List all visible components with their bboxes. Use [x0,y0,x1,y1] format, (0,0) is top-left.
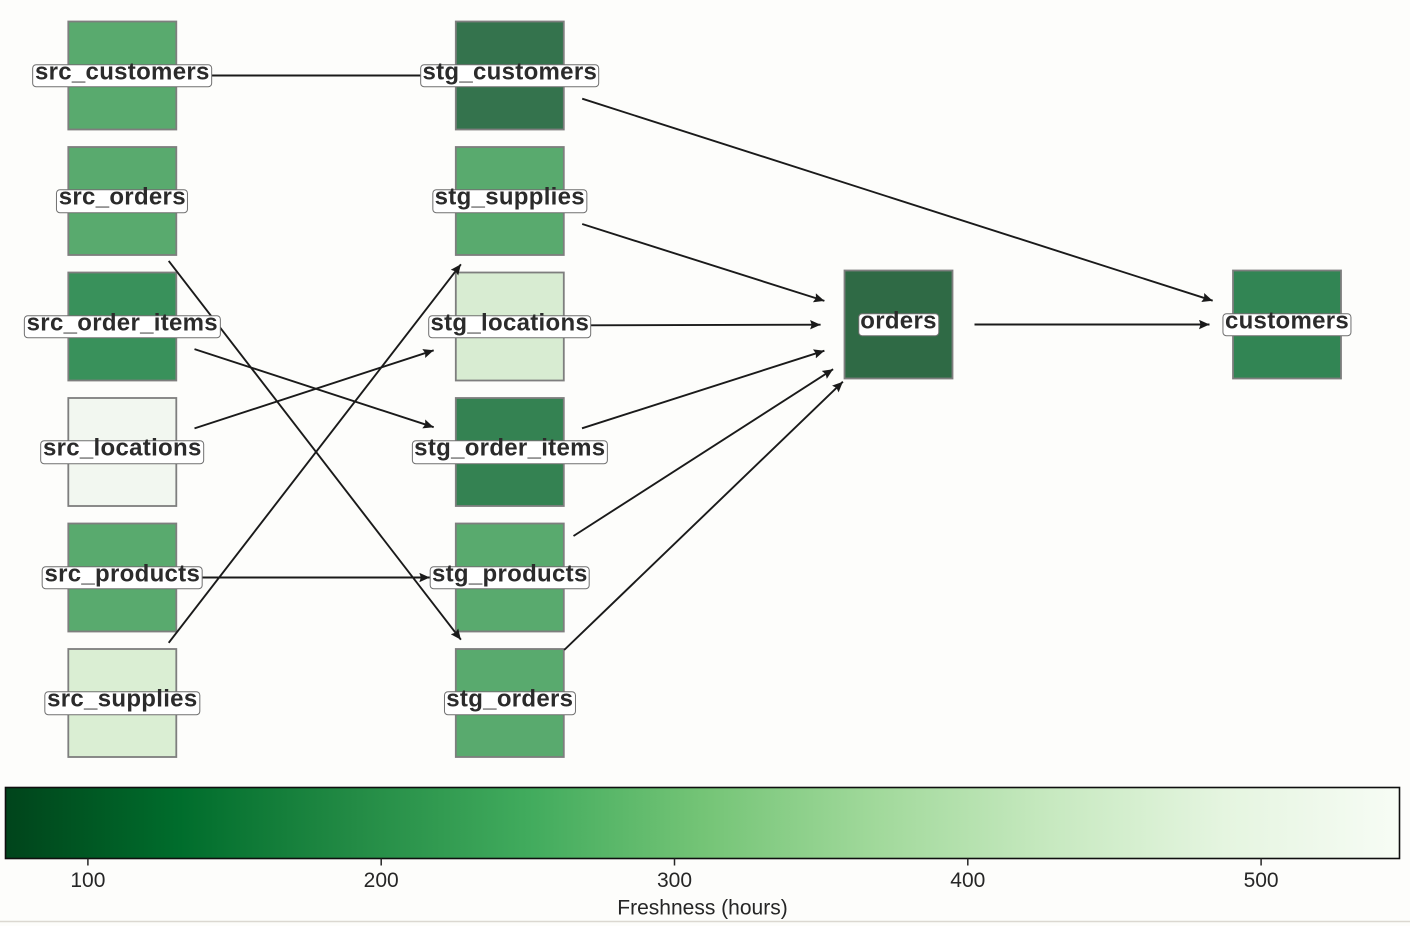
svg-text:100: 100 [70,869,105,892]
svg-text:500: 500 [1244,869,1279,892]
svg-text:400: 400 [950,869,985,892]
svg-text:300: 300 [657,869,692,892]
svg-text:Freshness (hours): Freshness (hours) [617,897,787,920]
svg-text:200: 200 [364,869,399,892]
